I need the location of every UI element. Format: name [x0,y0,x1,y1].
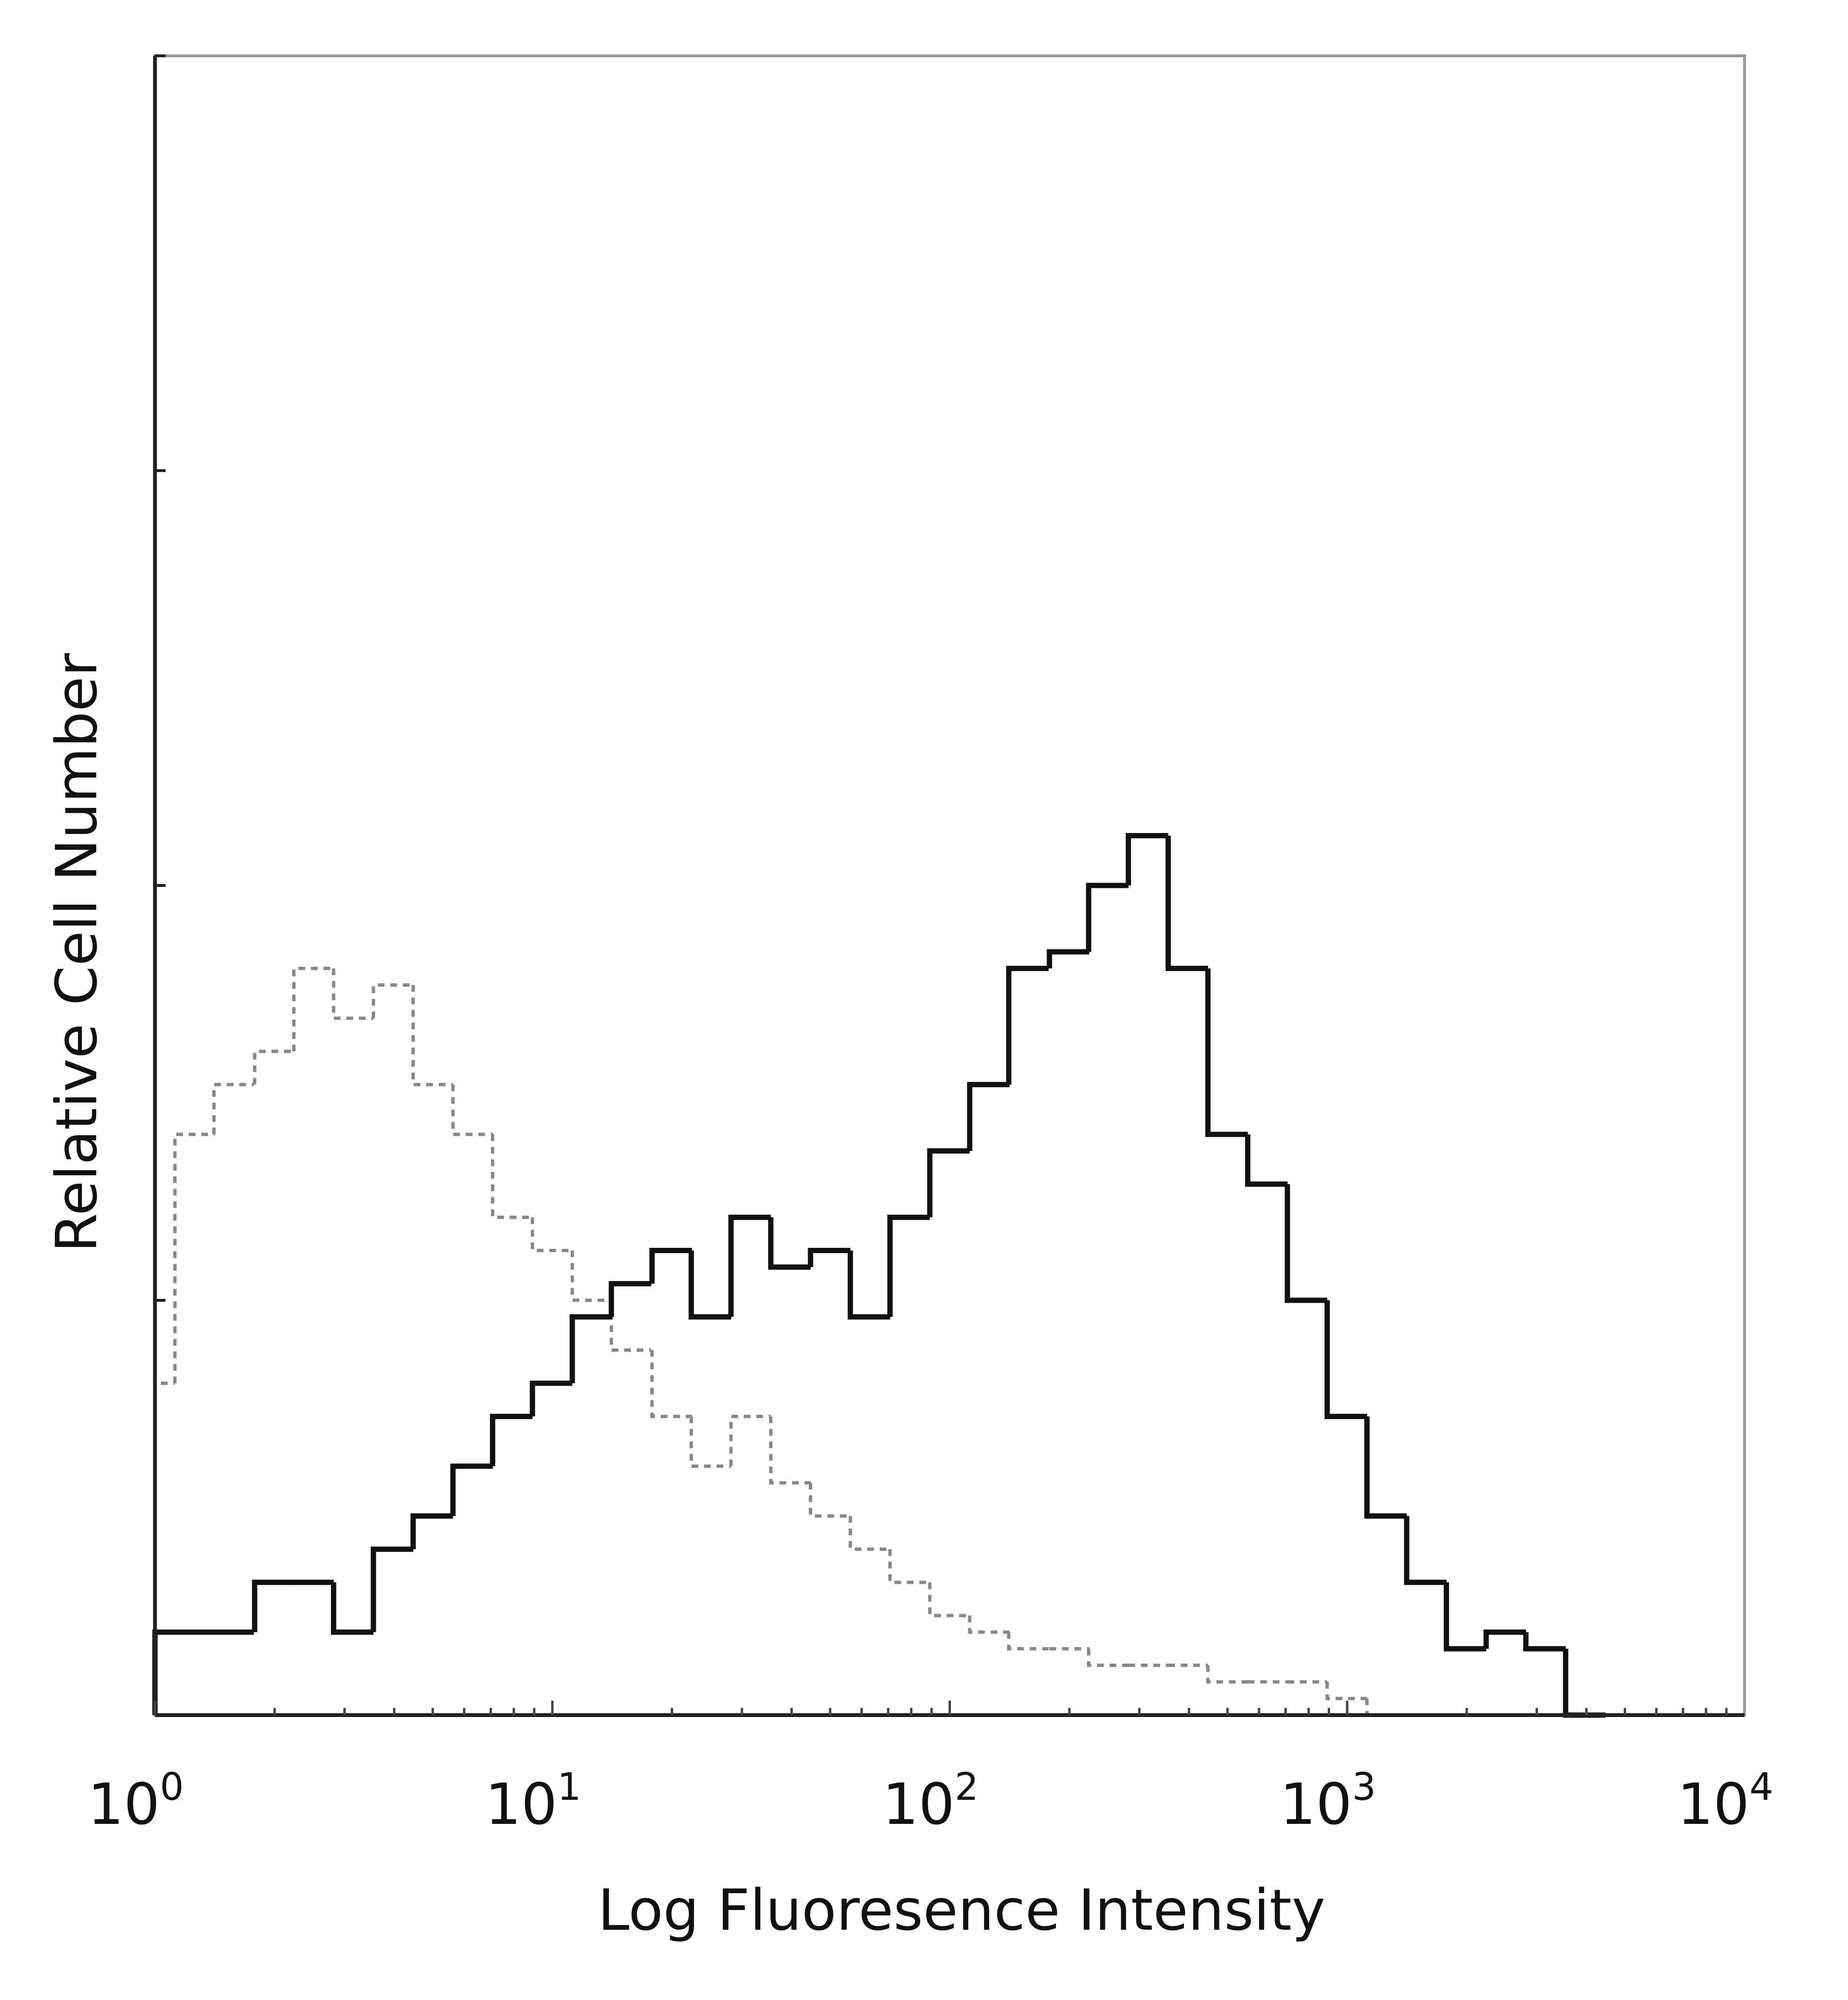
stained-histogram-bin [728,1215,771,1317]
plot-marks [152,833,1606,1718]
stained-histogram-bin [450,1463,493,1516]
control-histogram-bin [212,1083,254,1135]
control-histogram-bin [769,1416,811,1485]
stained-histogram-bin [688,1250,732,1320]
stained-histogram-bin [1126,833,1168,885]
x-tick-label: 104 [1677,1766,1773,1837]
control-histogram-bin [650,1350,692,1418]
control-histogram-bin [1325,1682,1367,1701]
y-axis-title: Relative Cell Number [43,653,110,1253]
stained-histogram-bin [1324,1300,1367,1419]
control-histogram-bin [451,1084,493,1136]
control-histogram-bin [411,985,453,1087]
control-histogram-bin [570,1250,613,1302]
control-histogram-bin [253,1050,295,1085]
control-histogram-bin [689,1416,732,1468]
stained-histogram-bin [1483,1629,1527,1649]
control-histogram-bin [173,1132,215,1384]
control-histogram-bin [848,1516,890,1551]
x-tick-label: 102 [883,1766,979,1837]
stained-histogram-bin [1563,1649,1606,1718]
control-histogram-bin [530,1217,573,1253]
stained-histogram-bin [808,1248,851,1268]
x-tick-label: 103 [1280,1766,1376,1837]
x-tick-labels: 100 101 102 103 104 [88,1766,1773,1837]
control-histogram-bin [928,1582,970,1617]
control-histogram-bin [808,1483,851,1518]
control-histogram-bin [153,1381,175,1715]
stained-histogram-bin [768,1217,811,1270]
stained-histogram-bin [847,1250,890,1320]
stained-histogram-bin [1006,965,1049,1085]
stained-histogram-bin [152,1629,175,1715]
control-histogram-bin [729,1414,771,1466]
control-histogram-bin [888,1549,930,1584]
control-histogram-bin [1365,1698,1407,1717]
control-histogram-bin [609,1300,652,1352]
plot-frame [154,54,1746,1717]
x-tick-label: 100 [88,1766,184,1837]
control-histogram-bin [372,983,413,1018]
stained-histogram-bin [608,1281,652,1317]
stained-histogram-bin [410,1513,453,1550]
stained-histogram-bin [649,1248,692,1284]
stained-histogram-bin [887,1215,930,1317]
control-histogram-bin [1206,1665,1248,1684]
stained-histogram-bin [1047,949,1090,969]
control-histogram-bin [1087,1649,1129,1667]
axis-ticks [154,54,1728,1717]
stained-histogram-bin [569,1314,613,1384]
stained-histogram-bin [1165,835,1208,971]
stained-histogram-bin [1443,1582,1487,1652]
stained-histogram-bin [1205,968,1248,1137]
stained-histogram-bin [967,1082,1010,1151]
stained-histogram-bin [927,1148,970,1218]
control-histogram-bin [332,968,374,1020]
stained-histogram-bin [1284,1184,1327,1303]
stained-histogram-bin [1086,883,1129,952]
control-histogram-bin [292,966,334,1051]
stained-histogram-bin [331,1582,374,1635]
control-histogram-bin [491,1134,533,1219]
x-tick-label: 101 [485,1766,581,1837]
stained-histogram-bin [371,1546,413,1632]
stained-histogram-bin [529,1380,573,1417]
stained-histogram-bin [1245,1134,1288,1187]
x-axis-title: Log Fluoresence Intensity [598,1877,1325,1943]
stained-histogram-bin [1404,1516,1447,1585]
stained-histogram-bin [1364,1416,1407,1519]
stained-histogram-bin [490,1413,533,1466]
stained-histogram-bin [252,1579,295,1632]
control-histogram-bin [1007,1632,1049,1651]
stained-histogram-bin [1523,1632,1566,1652]
control-histogram-bin [968,1615,1010,1634]
